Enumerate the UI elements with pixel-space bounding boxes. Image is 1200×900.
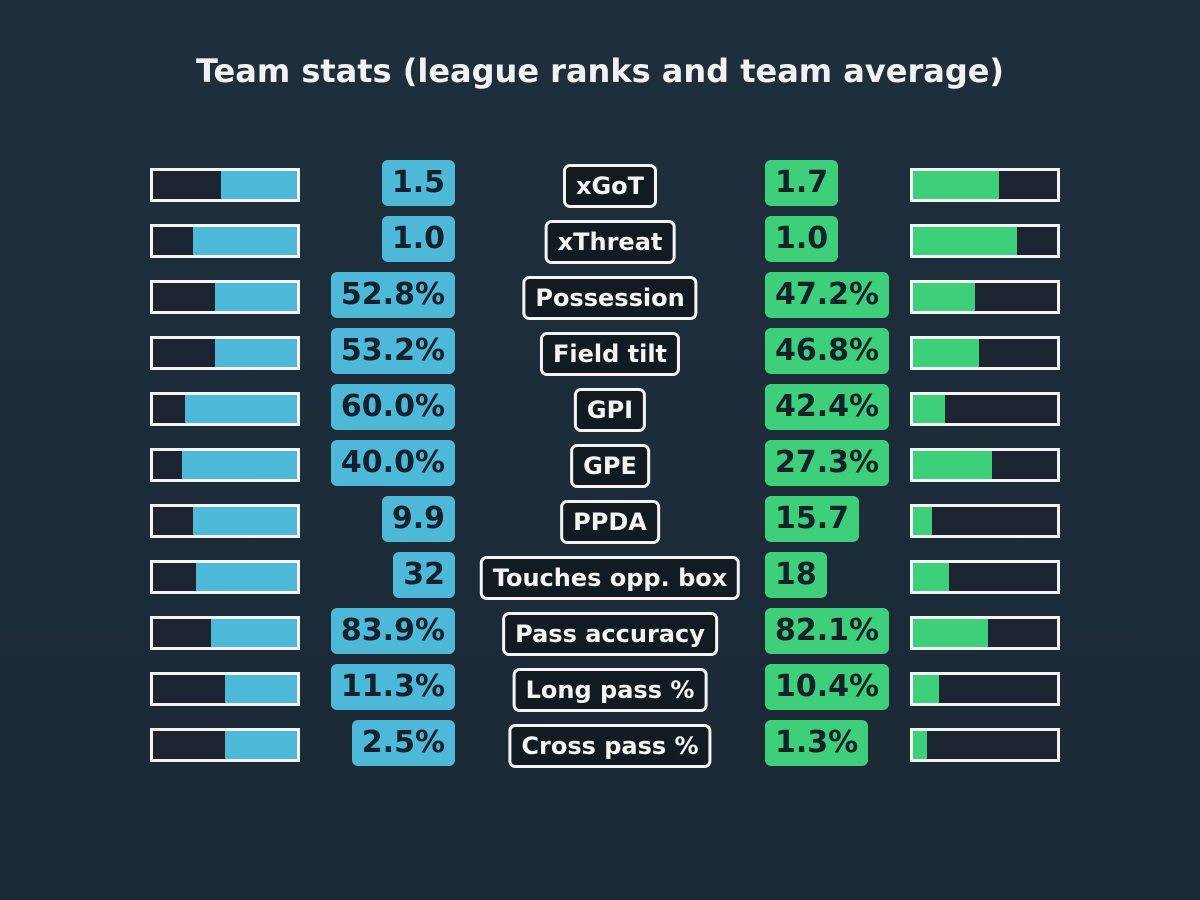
right-rank-bar: [910, 448, 1060, 482]
left-rank-bar: [150, 728, 300, 762]
left-rank-bar: [150, 560, 300, 594]
stat-row: 53.2% Field tilt 46.8%: [0, 328, 1200, 376]
right-rank-bar: [910, 672, 1060, 706]
stat-label: Possession: [522, 276, 698, 320]
right-rank-bar: [910, 560, 1060, 594]
stat-label: GPE: [570, 444, 650, 488]
right-rank-fill: [913, 451, 993, 479]
left-rank-bar: [150, 280, 300, 314]
left-value: 60.0%: [330, 384, 455, 430]
right-value: 18: [765, 552, 827, 598]
right-rank-fill: [913, 563, 949, 591]
stat-row: 1.0 xThreat 1.0: [0, 216, 1200, 264]
stat-label: Touches opp. box: [479, 556, 741, 600]
left-value: 53.2%: [330, 328, 455, 374]
left-value: 1.5: [381, 160, 455, 206]
right-rank-fill: [913, 339, 980, 367]
right-value: 47.2%: [765, 272, 890, 318]
left-value: 9.9: [381, 496, 455, 542]
left-rank-fill: [214, 283, 297, 311]
right-rank-bar: [910, 504, 1060, 538]
right-rank-bar: [910, 280, 1060, 314]
right-value: 1.7: [765, 160, 839, 206]
left-rank-fill: [220, 171, 297, 199]
stat-row: 1.5 xGoT 1.7: [0, 160, 1200, 208]
stat-row: 2.5% Cross pass % 1.3%: [0, 720, 1200, 768]
stat-row: 52.8% Possession 47.2%: [0, 272, 1200, 320]
left-rank-fill: [210, 619, 297, 647]
stat-row: 60.0% GPI 42.4%: [0, 384, 1200, 432]
left-rank-bar: [150, 336, 300, 370]
stat-row: 32 Touches opp. box 18: [0, 552, 1200, 600]
left-rank-fill: [225, 731, 297, 759]
right-rank-fill: [913, 731, 928, 759]
right-rank-fill: [913, 619, 988, 647]
stat-label: xGoT: [562, 164, 658, 208]
left-value: 1.0: [381, 216, 455, 262]
left-rank-fill: [184, 395, 297, 423]
left-value: 52.8%: [330, 272, 455, 318]
left-rank-fill: [196, 563, 297, 591]
left-rank-bar: [150, 616, 300, 650]
left-rank-bar: [150, 504, 300, 538]
right-rank-fill: [913, 227, 1017, 255]
right-rank-fill: [913, 283, 975, 311]
right-value: 1.3%: [765, 720, 869, 766]
right-value: 15.7: [765, 496, 860, 542]
left-rank-bar: [150, 168, 300, 202]
stat-label: GPI: [573, 388, 647, 432]
right-value: 46.8%: [765, 328, 890, 374]
right-value: 42.4%: [765, 384, 890, 430]
stat-label: Long pass %: [512, 668, 708, 712]
right-rank-bar: [910, 224, 1060, 258]
right-value: 27.3%: [765, 440, 890, 486]
stat-label: Cross pass %: [508, 724, 712, 768]
stat-label: xThreat: [544, 220, 676, 264]
stat-label: Pass accuracy: [502, 612, 718, 656]
right-rank-bar: [910, 336, 1060, 370]
left-rank-bar: [150, 224, 300, 258]
stat-row: 11.3% Long pass % 10.4%: [0, 664, 1200, 712]
left-rank-bar: [150, 392, 300, 426]
right-rank-bar: [910, 392, 1060, 426]
left-rank-fill: [193, 227, 297, 255]
left-rank-bar: [150, 672, 300, 706]
right-rank-bar: [910, 616, 1060, 650]
left-value: 40.0%: [330, 440, 455, 486]
left-rank-fill: [193, 507, 297, 535]
stat-label: Field tilt: [539, 332, 681, 376]
right-value: 1.0: [765, 216, 839, 262]
left-value: 11.3%: [330, 664, 455, 710]
right-rank-fill: [913, 171, 1000, 199]
right-rank-fill: [913, 395, 945, 423]
title: Team stats (league ranks and team averag…: [195, 52, 1005, 90]
left-rank-fill: [181, 451, 297, 479]
right-rank-bar: [910, 728, 1060, 762]
left-rank-fill: [225, 675, 297, 703]
right-value: 10.4%: [765, 664, 890, 710]
stat-row: 9.9 PPDA 15.7: [0, 496, 1200, 544]
left-value: 32: [393, 552, 455, 598]
left-rank-bar: [150, 448, 300, 482]
stat-row: 83.9% Pass accuracy 82.1%: [0, 608, 1200, 656]
right-rank-fill: [913, 675, 939, 703]
right-rank-fill: [913, 507, 932, 535]
right-rank-bar: [910, 168, 1060, 202]
right-value: 82.1%: [765, 608, 890, 654]
stat-row: 40.0% GPE 27.3%: [0, 440, 1200, 488]
left-value: 83.9%: [330, 608, 455, 654]
left-rank-fill: [214, 339, 297, 367]
left-value: 2.5%: [351, 720, 455, 766]
stat-label: PPDA: [560, 500, 660, 544]
